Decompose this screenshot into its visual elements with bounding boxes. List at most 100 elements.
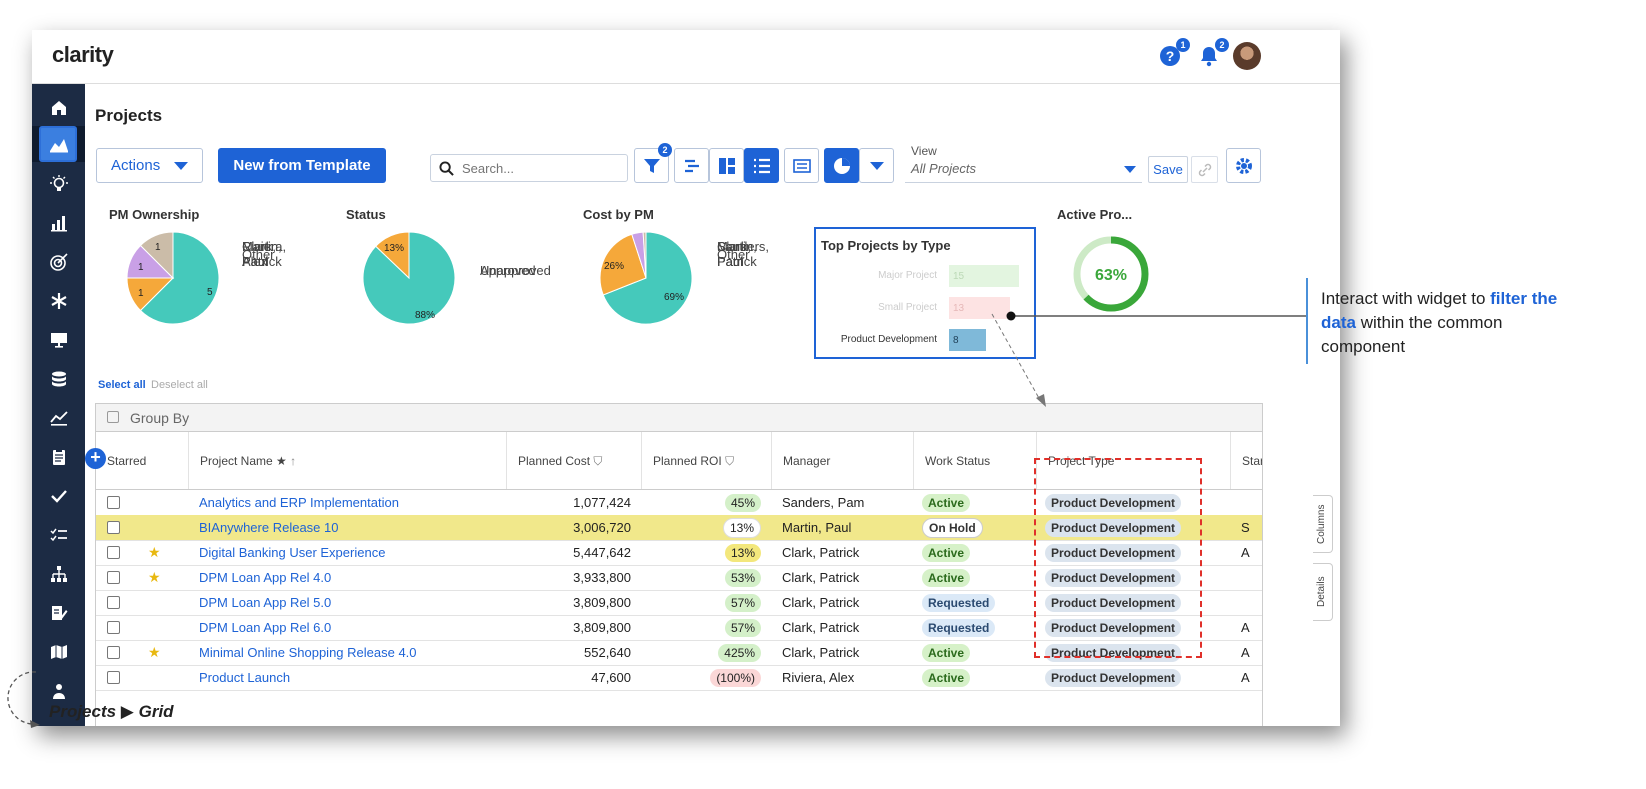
cost-by-pm-pie[interactable]: 69% 26% bbox=[598, 230, 694, 326]
table-row[interactable]: BIAnywhere Release 10 3,006,720 13% Martin,… bbox=[96, 515, 1262, 541]
widgets-toggle-button[interactable] bbox=[824, 148, 859, 183]
card-icon bbox=[792, 158, 811, 173]
gauge-arc bbox=[1073, 236, 1149, 312]
notification-bell-icon[interactable]: 2 bbox=[1197, 38, 1229, 68]
search-icon bbox=[439, 160, 454, 176]
star-icon[interactable]: ★ bbox=[148, 569, 161, 585]
column-header-manager[interactable]: Manager bbox=[771, 432, 913, 489]
lightbulb-icon[interactable] bbox=[32, 166, 85, 202]
group-by-bar[interactable]: Group By bbox=[96, 404, 1262, 432]
presentation-icon[interactable] bbox=[32, 322, 85, 358]
required-star-icon: ★ bbox=[276, 454, 287, 468]
project-name-link[interactable]: DPM Loan App Rel 4.0 bbox=[199, 570, 332, 585]
home-icon[interactable] bbox=[32, 90, 85, 126]
table-row[interactable]: ★ Digital Banking User Experience 5,447,64… bbox=[96, 540, 1262, 566]
select-all-link[interactable]: Select all bbox=[98, 379, 146, 391]
database-icon[interactable] bbox=[32, 361, 85, 397]
top-projects-widget[interactable]: Top Projects by Type Major Project 15 Sm… bbox=[814, 227, 1036, 359]
person-icon[interactable] bbox=[32, 673, 85, 709]
pie-slice bbox=[139, 231, 220, 325]
settings-button[interactable] bbox=[1226, 148, 1261, 183]
details-panel-tab[interactable]: Details bbox=[1313, 563, 1333, 621]
project-name-link[interactable]: DPM Loan App Rel 6.0 bbox=[199, 620, 332, 635]
column-header-project-type[interactable]: Project Type bbox=[1036, 432, 1230, 489]
sidebar-item-projects[interactable] bbox=[32, 126, 85, 162]
search-box[interactable] bbox=[430, 154, 628, 182]
bar-chart-icon[interactable] bbox=[32, 205, 85, 241]
row-checkbox[interactable] bbox=[107, 671, 120, 684]
column-header-planned-cost[interactable]: Planned Cost ⛉ bbox=[506, 432, 641, 489]
new-from-template-button[interactable]: New from Template bbox=[218, 148, 386, 183]
status-pie[interactable]: 88% 13% bbox=[361, 230, 457, 326]
table-row[interactable]: DPM Loan App Rel 5.0 3,809,800 57% Clark, P… bbox=[96, 590, 1262, 616]
table-row[interactable]: ★ DPM Loan App Rel 4.0 3,933,800 53% Clark, … bbox=[96, 565, 1262, 591]
deselect-all-link[interactable]: Deselect all bbox=[151, 379, 208, 391]
work-status: Active bbox=[922, 565, 1034, 590]
map-icon[interactable] bbox=[32, 634, 85, 670]
pie-slice bbox=[602, 231, 693, 325]
planned-cost: 1,077,424 bbox=[573, 495, 631, 510]
shield-icon: ⛉ bbox=[593, 454, 603, 468]
row-checkbox[interactable] bbox=[107, 621, 120, 634]
help-icon[interactable]: ? 1 bbox=[1158, 38, 1190, 68]
save-view-button[interactable]: Save bbox=[1148, 156, 1188, 183]
checkmark-icon[interactable] bbox=[32, 478, 85, 514]
filter-button[interactable]: 2 bbox=[634, 143, 672, 183]
top-projects-row[interactable]: Small Project 13 bbox=[816, 297, 1034, 319]
column-header-start[interactable]: Star bbox=[1230, 432, 1262, 489]
line-chart-icon[interactable] bbox=[32, 400, 85, 436]
star-icon[interactable]: ★ bbox=[148, 644, 161, 660]
target-icon[interactable] bbox=[32, 244, 85, 280]
clipboard-icon[interactable] bbox=[32, 439, 85, 475]
clarity-logo[interactable]: clarity bbox=[52, 42, 114, 67]
project-name-link[interactable]: Analytics and ERP Implementation bbox=[199, 495, 399, 510]
row-checkbox[interactable] bbox=[107, 496, 120, 509]
work-status: On Hold bbox=[922, 515, 1034, 540]
view-select[interactable]: All Projects bbox=[905, 155, 1142, 183]
link-button[interactable] bbox=[1191, 156, 1218, 183]
row-checkbox[interactable] bbox=[107, 546, 120, 559]
column-header-starred[interactable]: Starred bbox=[107, 454, 147, 468]
project-name-link[interactable]: DPM Loan App Rel 5.0 bbox=[199, 595, 332, 610]
document-edit-icon[interactable] bbox=[32, 595, 85, 631]
columns-panel-tab[interactable]: Columns bbox=[1313, 495, 1333, 553]
column-header-work-status[interactable]: Work Status bbox=[913, 432, 1036, 489]
row-checkbox[interactable] bbox=[107, 521, 120, 534]
star-icon[interactable]: ★ bbox=[148, 544, 161, 560]
table-row[interactable]: Analytics and ERP Implementation 1,077,42… bbox=[96, 490, 1262, 516]
checklist-icon[interactable] bbox=[32, 517, 85, 553]
project-name-link[interactable]: Minimal Online Shopping Release 4.0 bbox=[199, 645, 417, 660]
row-checkbox[interactable] bbox=[107, 646, 120, 659]
search-input[interactable] bbox=[460, 159, 614, 177]
active-projects-gauge[interactable]: 63% bbox=[1071, 234, 1151, 314]
table-row[interactable]: DPM Loan App Rel 6.0 3,809,800 57% Clark, P… bbox=[96, 615, 1262, 641]
hierarchy-icon[interactable] bbox=[32, 556, 85, 592]
row-checkbox[interactable] bbox=[107, 596, 120, 609]
start-date bbox=[1241, 565, 1261, 590]
project-name-link[interactable]: Digital Banking User Experience bbox=[199, 545, 386, 560]
asterisk-icon[interactable] bbox=[32, 283, 85, 319]
user-avatar[interactable] bbox=[1233, 42, 1261, 70]
column-header-project-name[interactable]: Project Name ★ ↑ bbox=[188, 432, 506, 489]
table-row[interactable]: ★ Minimal Online Shopping Release 4.0 552,… bbox=[96, 640, 1262, 666]
actions-button[interactable]: Actions bbox=[96, 148, 203, 183]
chevron-down-icon bbox=[869, 161, 884, 170]
page-title: Projects bbox=[95, 106, 163, 125]
top-projects-row[interactable]: Product Development 8 bbox=[816, 329, 1034, 351]
bar: 15 bbox=[949, 265, 1019, 287]
board-view-button[interactable] bbox=[709, 148, 744, 183]
add-row-button[interactable]: + bbox=[85, 448, 106, 469]
work-status: Requested bbox=[922, 590, 1034, 615]
table-row[interactable]: Product Launch 47,600 (100%) Riviera, Alex A… bbox=[96, 665, 1262, 691]
project-name-link[interactable]: Product Launch bbox=[199, 670, 291, 685]
widgets-menu-button[interactable] bbox=[859, 148, 894, 183]
row-checkbox[interactable] bbox=[107, 571, 120, 584]
list-view-button[interactable] bbox=[744, 148, 779, 183]
top-projects-row[interactable]: Major Project 15 bbox=[816, 265, 1034, 287]
pm-ownership-pie[interactable]: 5 1 1 1 bbox=[125, 230, 221, 326]
sidebar bbox=[32, 84, 85, 726]
project-name-link[interactable]: BIAnywhere Release 10 bbox=[199, 520, 339, 535]
timeline-view-button[interactable] bbox=[674, 148, 709, 183]
card-view-button[interactable] bbox=[784, 148, 819, 183]
column-header-planned-roi[interactable]: Planned ROI ⛉ bbox=[641, 432, 771, 489]
